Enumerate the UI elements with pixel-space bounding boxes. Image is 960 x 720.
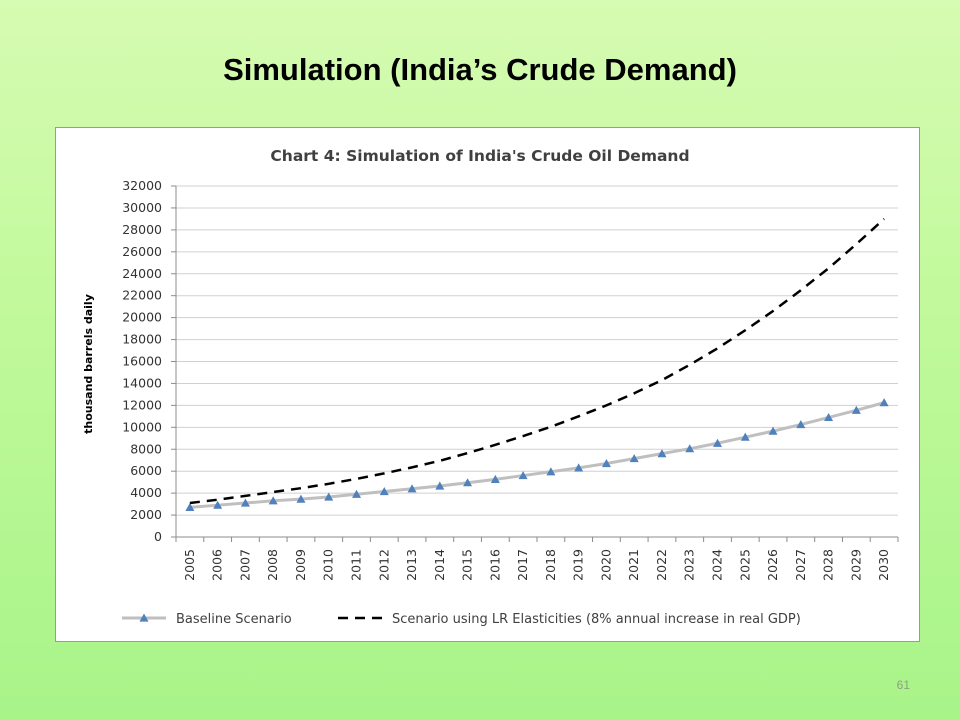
y-tick-label: 20000: [122, 310, 162, 325]
x-tick-label: 2025: [737, 549, 752, 581]
y-tick-label: 4000: [130, 485, 162, 500]
y-tick-label: 28000: [122, 222, 162, 237]
y-tick-label: 8000: [130, 441, 162, 456]
data-point-baseline: [629, 454, 639, 463]
data-point-baseline: [352, 489, 361, 498]
y-tick-label: 18000: [122, 332, 162, 347]
data-point-baseline: [379, 486, 389, 496]
data-point-baseline: [824, 412, 834, 422]
series-line-baseline: [189, 401, 885, 509]
series: [185, 217, 889, 511]
y-tick-label: 10000: [122, 419, 162, 434]
x-tick-label: 2018: [543, 549, 558, 581]
data-point-baseline: [463, 478, 473, 487]
data-point-baseline: [407, 484, 417, 493]
data-point-baseline: [490, 474, 500, 484]
y-tick-label: 2000: [130, 507, 162, 522]
y-tick-label: 6000: [130, 463, 162, 478]
slide-title: Simulation (India’s Crude Demand): [223, 52, 737, 87]
y-tick-label: 26000: [122, 244, 162, 259]
x-tick-label: 2007: [237, 549, 252, 581]
x-tick-labels: 2005 2006 2007 2008 2009 2010 2011 2012 2013 2014…: [182, 549, 891, 581]
data-point-baseline: [185, 502, 195, 511]
y-tick-label: 22000: [122, 288, 162, 303]
data-point-baseline: [851, 405, 861, 414]
series-line-lr-elasticities: [189, 217, 885, 505]
data-point-baseline: [518, 471, 528, 480]
legend-marker-baseline: [139, 613, 149, 622]
x-tick-label: 2014: [432, 549, 447, 581]
data-point-baseline: [879, 398, 889, 407]
x-tick-label: 2005: [182, 549, 197, 581]
y-tick-label: 14000: [122, 375, 162, 390]
x-tick-label: 2029: [848, 549, 863, 581]
data-point-baseline: [213, 500, 223, 509]
x-tick-label: 2020: [598, 549, 613, 581]
x-tick-label: 2009: [293, 549, 308, 581]
data-point-baseline: [796, 420, 806, 429]
y-tick-label: 0: [154, 529, 162, 544]
x-tick-label: 2021: [626, 549, 641, 581]
x-tick-label: 2015: [460, 549, 475, 581]
line-chart: Chart 4: Simulation of India's Crude Oil…: [82, 147, 899, 627]
data-point-baseline: [657, 449, 667, 458]
x-tick-label: 2027: [793, 549, 808, 581]
x-tick-label: 2026: [765, 549, 780, 581]
x-tick-label: 2024: [710, 549, 725, 581]
x-tick-label: 2023: [682, 549, 697, 581]
data-point-baseline: [546, 467, 556, 476]
gridlines: [176, 185, 898, 516]
axes: [171, 185, 899, 542]
y-tick-label: 30000: [122, 200, 162, 215]
data-point-baseline: [324, 492, 334, 501]
data-point-baseline: [713, 438, 722, 447]
x-tick-label: 2030: [876, 549, 891, 581]
chart-frame: Chart 4: Simulation of India's Crude Oil…: [55, 127, 920, 642]
legend-label: Baseline Scenario: [176, 612, 292, 627]
x-tick-label: 2013: [404, 549, 419, 581]
y-tick-label: 12000: [122, 397, 162, 412]
data-point-baseline: [435, 481, 445, 490]
data-point-baseline: [685, 444, 695, 453]
data-point-baseline: [240, 498, 250, 507]
y-tick-label: 32000: [122, 178, 162, 193]
x-tick-label: 2028: [821, 549, 836, 581]
x-tick-label: 2010: [321, 549, 336, 581]
data-point-baseline: [740, 432, 750, 441]
y-tick-label: 24000: [122, 266, 162, 281]
y-tick-labels: 0 2000 4000 6000 8000 10000 12000 14000 16000 180…: [122, 178, 162, 544]
x-tick-label: 2011: [349, 549, 364, 581]
page-number: 61: [896, 678, 910, 692]
x-tick-label: 2006: [210, 549, 225, 581]
chart-title: Chart 4: Simulation of India's Crude Oil…: [270, 147, 689, 165]
x-tick-label: 2012: [376, 549, 391, 581]
y-tick-label: 16000: [122, 354, 162, 369]
x-tick-label: 2017: [515, 549, 530, 581]
data-point-baseline: [296, 494, 306, 503]
x-tick-label: 2016: [487, 549, 502, 581]
data-point-baseline: [601, 459, 611, 468]
y-axis-label: thousand barrels daily: [82, 294, 95, 434]
x-tick-label: 2022: [654, 549, 669, 581]
x-tick-label: 2019: [571, 549, 586, 581]
x-tick-label: 2008: [265, 549, 280, 581]
legend: Baseline Scenario Scenario using LR Elast…: [122, 612, 801, 627]
data-point-baseline: [268, 496, 278, 505]
data-point-baseline: [574, 463, 584, 472]
legend-label: Scenario using LR Elasticities (8% annua…: [392, 612, 801, 627]
data-point-baseline: [768, 426, 778, 435]
